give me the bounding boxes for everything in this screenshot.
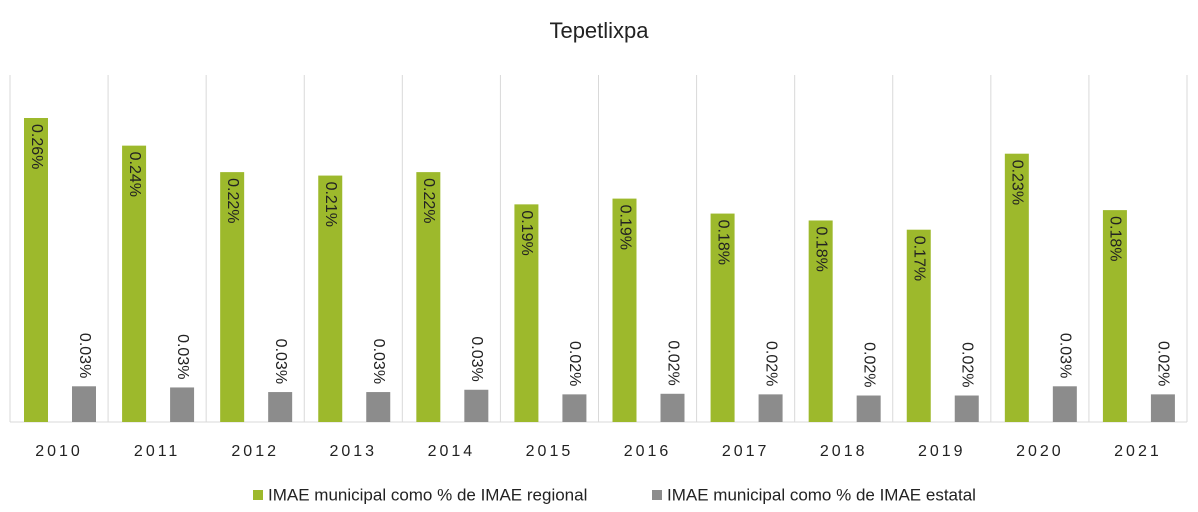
bar [710, 213, 735, 422]
value-label: 0.02% [860, 342, 877, 387]
x-tick-label: 2018 [820, 443, 868, 460]
bar [24, 118, 48, 422]
bar [660, 393, 685, 422]
legend-label: IMAE municipal como % de IMAE regional [268, 485, 587, 504]
bar [416, 172, 441, 422]
value-label: 0.17% [911, 236, 928, 281]
value-label: 0.02% [762, 341, 779, 386]
bar [562, 394, 587, 422]
bar [954, 395, 979, 422]
bar [72, 386, 96, 422]
value-label: 0.02% [664, 340, 681, 385]
x-tick-label: 2012 [231, 443, 279, 460]
value-label: 0.18% [1107, 216, 1124, 261]
bar [1150, 394, 1175, 422]
bar [122, 145, 147, 423]
x-tick-label: 2021 [1114, 443, 1162, 460]
x-tick-label: 2017 [722, 443, 770, 460]
bar [758, 394, 783, 422]
x-tick-label: 2011 [134, 443, 180, 460]
x-tick-label: 2016 [624, 443, 672, 460]
legend-label: IMAE municipal como % de IMAE estatal [667, 485, 976, 504]
legend-swatch [652, 490, 662, 500]
value-label: 0.02% [1155, 341, 1172, 386]
bar [220, 172, 245, 422]
value-label: 0.21% [322, 182, 339, 227]
value-label: 0.03% [272, 339, 289, 384]
value-label: 0.03% [174, 334, 191, 379]
bar [906, 229, 931, 422]
value-label: 0.22% [420, 178, 437, 223]
bar [808, 220, 833, 422]
x-tick-label: 2013 [329, 443, 377, 460]
x-tick-label: 2015 [526, 443, 574, 460]
value-label: 0.03% [370, 339, 387, 384]
bar [268, 392, 293, 422]
x-tick-label: 2019 [918, 443, 966, 460]
bar [514, 204, 539, 422]
value-label: 0.18% [714, 220, 731, 265]
value-label: 0.19% [616, 205, 633, 250]
bar [170, 387, 195, 422]
bar [612, 198, 637, 422]
chart-title: Tepetlixpa [549, 18, 649, 43]
x-tick-label: 2010 [35, 443, 83, 460]
value-label: 0.02% [566, 341, 583, 386]
value-label: 0.18% [812, 226, 829, 271]
bar [318, 175, 343, 422]
x-tick-label: 2020 [1016, 443, 1064, 460]
value-label: 0.23% [1009, 160, 1026, 205]
bar [1052, 386, 1077, 422]
value-label: 0.03% [468, 336, 485, 381]
bar [464, 389, 489, 422]
value-label: 0.26% [28, 124, 45, 169]
bar [1004, 153, 1029, 423]
bar [1102, 210, 1127, 422]
bar [856, 395, 881, 422]
value-label: 0.22% [224, 178, 241, 223]
value-label: 0.02% [959, 342, 976, 387]
legend-swatch [253, 490, 263, 500]
value-label: 0.19% [518, 210, 535, 255]
value-label: 0.24% [126, 152, 143, 197]
bar [366, 392, 391, 422]
value-label: 0.03% [1057, 333, 1074, 378]
x-tick-label: 2014 [428, 443, 476, 460]
value-label: 0.03% [76, 333, 93, 378]
